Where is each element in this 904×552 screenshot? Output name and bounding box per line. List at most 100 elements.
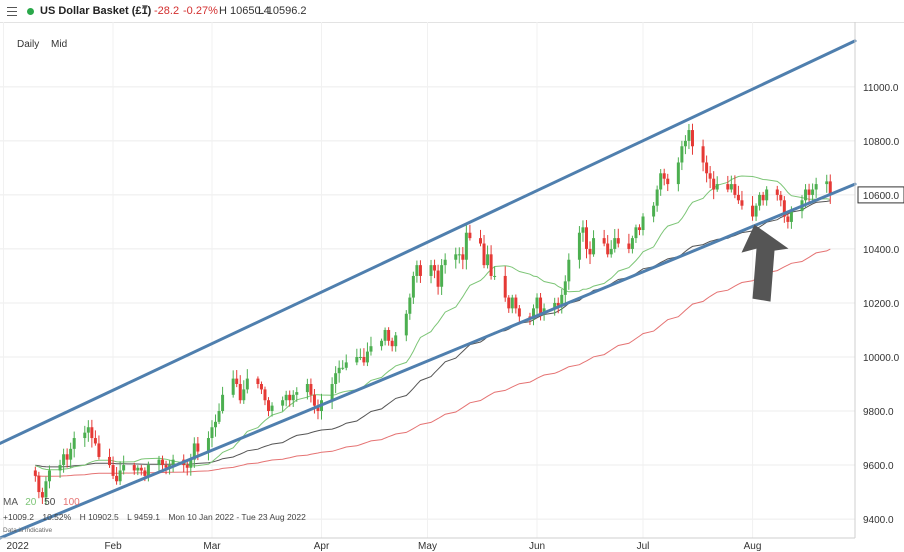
candle-body (613, 238, 617, 249)
candle-body (804, 189, 808, 201)
ma100-period[interactable]: 100 (63, 497, 80, 508)
candle-body (267, 400, 271, 412)
candle-body (263, 389, 267, 401)
candle-body (146, 465, 150, 476)
candle-body (288, 394, 292, 401)
candle-body (609, 248, 613, 255)
candle-body (705, 162, 709, 174)
candle-body (440, 265, 444, 287)
range-dates: Mon 10 Jan 2022 - Tue 23 Aug 2022 (168, 512, 306, 522)
candle-body (733, 184, 737, 195)
candle-body (118, 470, 122, 482)
support-arrow (741, 224, 789, 302)
trendline-lower (0, 182, 857, 540)
candle-body (245, 378, 249, 390)
candle-body (641, 216, 645, 231)
candle-body (602, 238, 606, 244)
candle-body (334, 373, 338, 385)
candle-body (90, 427, 94, 439)
candle-body (291, 394, 295, 401)
range-low: L 9459.1 (127, 512, 160, 522)
candle-body (754, 205, 758, 217)
candle-body (369, 346, 373, 352)
y-tick-label: 10000.0 (863, 353, 900, 364)
candle-body (715, 184, 719, 190)
hamburger-icon[interactable] (7, 4, 17, 17)
candle-body (185, 465, 189, 468)
candle-body (563, 281, 567, 295)
candle-body (309, 384, 313, 395)
candle-body (341, 367, 345, 369)
session-high: H 10650.4 (219, 5, 270, 17)
candle-body (387, 329, 391, 341)
session-low: L 10596.2 (258, 5, 307, 17)
candle-body (556, 302, 560, 306)
candle-body (97, 443, 101, 457)
candle-body (47, 470, 51, 482)
candle-body (404, 313, 408, 336)
candle-body (740, 200, 744, 206)
x-tick-label: Feb (104, 541, 122, 552)
candle-body (811, 189, 815, 195)
candle-body (729, 184, 733, 190)
chevron-down-icon[interactable]: ▼ (140, 3, 150, 14)
candle-body (242, 389, 246, 401)
data-note: Data is indicative (3, 527, 53, 534)
candle-body (503, 275, 507, 298)
candle-body (238, 384, 242, 401)
candle-body (690, 130, 694, 147)
candle-body (676, 162, 680, 185)
candle-body (482, 243, 486, 266)
candle-body (634, 227, 638, 239)
y-tick-label: 10800.0 (863, 137, 900, 148)
candle-body (390, 340, 394, 347)
ma20-period[interactable]: 20 (25, 497, 37, 508)
candle-body (415, 265, 419, 276)
interval-selector[interactable]: Daily Mid (17, 39, 67, 50)
candle-body (429, 265, 433, 276)
candle-body (161, 459, 165, 466)
candle-body (132, 465, 136, 471)
moving-average-legend: MA 20 50 100 (3, 497, 80, 508)
candle-body (383, 329, 387, 341)
candle-body (122, 465, 126, 471)
candle-body (531, 308, 535, 320)
candle-body (616, 238, 620, 244)
candle-body (221, 394, 225, 412)
candle-body (517, 308, 521, 317)
candle-body (40, 492, 44, 498)
x-tick-label: May (418, 541, 437, 552)
candle-body (535, 297, 539, 309)
candle-body (281, 400, 285, 406)
candle-body (680, 146, 684, 163)
candle-body (775, 189, 779, 195)
candle-body (337, 367, 341, 374)
candle-body (58, 465, 62, 471)
x-tick-label: Mar (203, 541, 221, 552)
candle-body (433, 265, 437, 271)
instrument-name[interactable]: US Dollar Basket (£1) (40, 5, 152, 17)
candle-body (468, 232, 472, 239)
candle-body (115, 475, 119, 482)
candle-body (553, 302, 557, 309)
price-type[interactable]: Mid (51, 39, 68, 50)
candle-body (779, 194, 783, 201)
y-tick-label: 9400.0 (863, 515, 894, 526)
candle-body (411, 275, 415, 298)
candle-body (206, 438, 210, 452)
candle-body (701, 146, 705, 163)
candle-body (514, 297, 518, 309)
candle-body (489, 254, 493, 276)
ma-label: MA (3, 497, 18, 508)
candle-body (789, 211, 793, 222)
candle-body (171, 459, 175, 466)
candlestick-series (33, 123, 832, 505)
ma50-period[interactable]: 50 (44, 497, 56, 508)
candle-body (408, 297, 412, 314)
interval-period[interactable]: Daily (17, 39, 40, 50)
candle-body (542, 308, 546, 314)
candle-body (111, 465, 115, 476)
x-tick-label: Jul (637, 541, 650, 552)
candle-body (305, 384, 309, 393)
